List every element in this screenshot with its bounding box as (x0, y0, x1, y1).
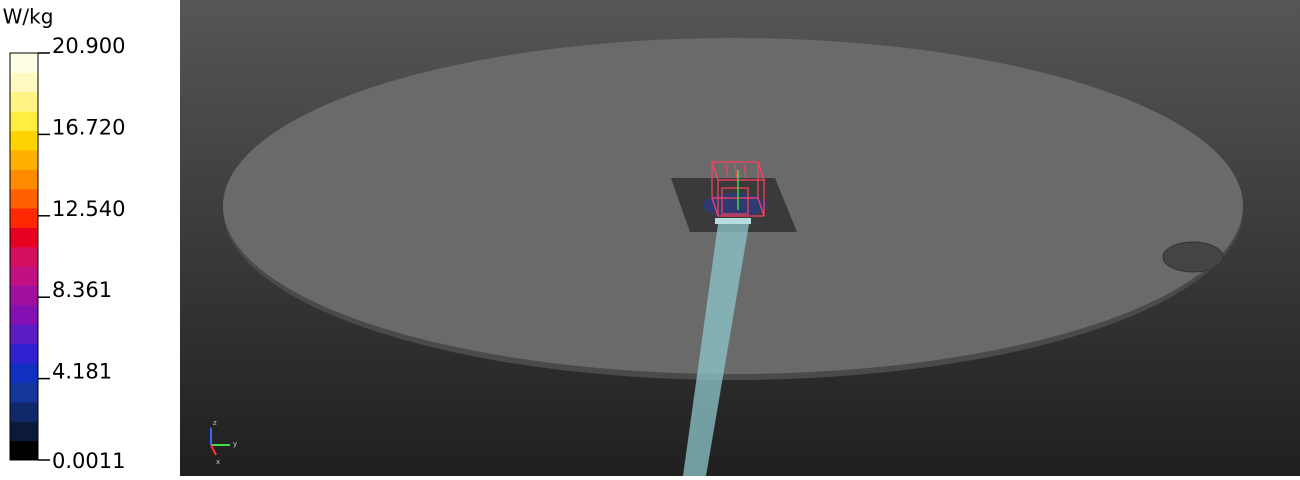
triad-y-label: y (233, 440, 237, 448)
colorbar-label: 20.900 (52, 34, 125, 58)
colorbar-label: 0.0011 (52, 449, 125, 473)
probe-holder (683, 224, 749, 476)
colorbar-band (10, 363, 38, 383)
colorbar: W/kg 20.900 16.720 12.540 8.361 4.181 0.0011 (3, 5, 126, 474)
colorbar-band (10, 91, 38, 112)
sar-spot (703, 193, 767, 217)
colorbar-label: 12.540 (52, 197, 125, 221)
colorbar-band (10, 343, 38, 364)
colorbar-band (10, 130, 38, 151)
colorbar-band (10, 149, 38, 170)
colorbar-band (10, 227, 38, 248)
colorbar-band (10, 324, 38, 345)
axes-triad: z y x (210, 419, 237, 466)
triad-x (210, 444, 217, 456)
colorbar-band (10, 208, 38, 228)
phantom-hole (1162, 241, 1224, 273)
colorbar-band (10, 169, 38, 190)
colorbar-label: 8.361 (52, 278, 112, 302)
viewport: z y x (180, 0, 1300, 476)
triad-x-label: x (216, 458, 220, 466)
colorbar-band (10, 401, 38, 422)
colorbar-band (10, 72, 38, 93)
probe-box (711, 161, 765, 217)
colorbar-label: 4.181 (52, 360, 112, 384)
colorbar-band (10, 304, 38, 325)
triad-z-label: z (213, 419, 217, 427)
colorbar-band (10, 53, 38, 73)
colorbar-frame (9, 52, 39, 461)
colorbar-band (10, 246, 38, 267)
colorbar-band (10, 111, 38, 132)
colorbar-band (10, 382, 38, 403)
colorbar-band (10, 421, 38, 442)
probe-base (715, 218, 751, 224)
colorbar-label: 16.720 (52, 115, 125, 139)
colorbar-band (10, 266, 38, 287)
colorbar-band (10, 188, 38, 209)
colorbar-unit: W/kg (3, 5, 54, 29)
colorbar-band (10, 440, 38, 461)
colorbar-band (10, 285, 38, 306)
